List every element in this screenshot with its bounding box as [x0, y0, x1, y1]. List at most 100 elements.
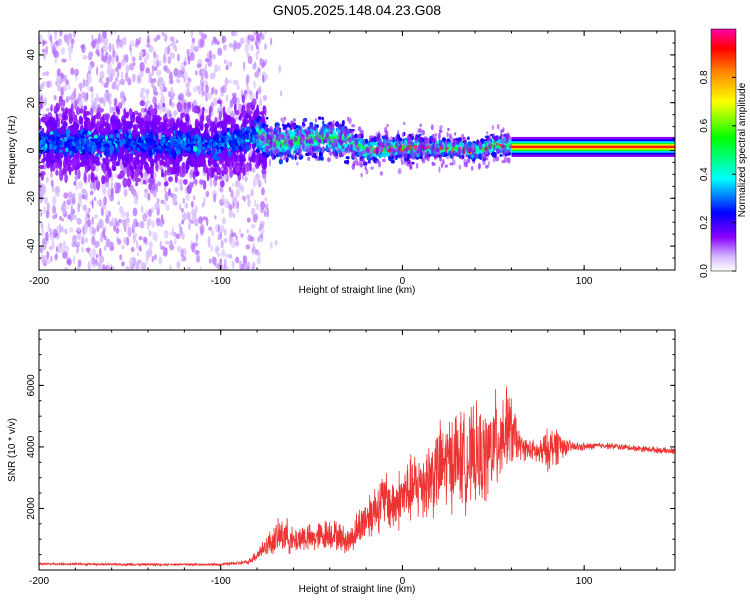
heatmap-cell	[123, 188, 128, 197]
heatmap-cell	[221, 248, 226, 257]
heatmap-cell	[212, 256, 217, 266]
heatmap-cell	[153, 254, 157, 261]
heatmap-cell	[129, 257, 134, 267]
heatmap-cell	[88, 51, 93, 61]
heatmap-cell	[142, 179, 147, 185]
heatmap-cell	[89, 252, 92, 258]
heatmap-cell	[120, 71, 124, 80]
heatmap-cell	[207, 159, 211, 164]
heatmap-cell	[124, 143, 129, 149]
heatmap-cell	[49, 227, 52, 238]
heatmap-cell	[232, 200, 235, 209]
heatmap-cell	[65, 95, 70, 103]
heatmap-cell	[154, 144, 158, 149]
heatmap-cell	[46, 250, 50, 260]
heatmap-cell	[143, 192, 149, 199]
heatmap-cell	[278, 64, 282, 74]
heatmap-cell	[185, 113, 190, 123]
heatmap-cell	[89, 86, 94, 93]
heatmap-cell	[314, 141, 319, 145]
heatmap-cell	[193, 46, 199, 53]
heatmap-cell	[133, 110, 139, 116]
heatmap-cell	[232, 182, 235, 188]
heatmap-cell	[174, 187, 179, 192]
heatmap-cell	[57, 244, 63, 254]
heatmap-cell	[270, 37, 273, 46]
heatmap-cell	[140, 205, 144, 213]
heatmap-cell	[42, 237, 47, 245]
heatmap-cell	[245, 145, 250, 152]
heatmap-cell	[372, 155, 376, 162]
heatmap-cell	[160, 214, 164, 222]
heatmap-cell	[115, 161, 120, 167]
heatmap-cell	[108, 97, 112, 107]
heatmap-cell	[105, 150, 110, 157]
heatmap-cell	[163, 55, 167, 64]
heatmap-cell	[52, 44, 56, 51]
heatmap-cell	[128, 111, 133, 116]
heatmap-cell	[254, 200, 257, 207]
heatmap-cell	[231, 118, 236, 127]
heatmap-cell	[235, 256, 240, 264]
heatmap-cell	[161, 31, 165, 37]
heatmap-cell	[169, 98, 172, 106]
heatmap-cell	[167, 107, 170, 118]
heatmap-cell	[91, 39, 96, 49]
heatmap-cell	[408, 144, 411, 151]
heatmap-cell	[259, 234, 264, 239]
heatmap-cell	[200, 226, 204, 236]
heatmap-cell	[151, 255, 154, 263]
heatmap-cell	[80, 138, 84, 144]
heatmap-cell	[223, 198, 229, 209]
heatmap-cell	[119, 78, 125, 86]
heatmap-cell	[90, 172, 95, 183]
heatmap-cell	[266, 116, 269, 120]
heatmap-cell	[214, 64, 219, 73]
heatmap-cell	[152, 115, 158, 124]
heatmap-cell	[246, 126, 250, 132]
heatmap-cell	[220, 86, 225, 93]
heatmap-cell	[217, 224, 220, 234]
heatmap-cell	[257, 179, 262, 188]
heatmap-cell	[48, 143, 53, 151]
heatmap-cell	[221, 193, 225, 204]
heatmap-cell	[209, 126, 215, 133]
heatmap-cell	[175, 39, 179, 44]
heatmap-cell	[123, 108, 126, 117]
figure-title: GN05.2025.148.04.23.G08	[273, 2, 441, 18]
heatmap-cell	[153, 158, 157, 163]
heatmap-cell	[62, 240, 66, 251]
heatmap-cell	[39, 178, 42, 188]
heatmap-cell	[168, 239, 174, 249]
heatmap-cell	[47, 222, 50, 233]
heatmap-cell	[223, 264, 226, 270]
heatmap-cell	[174, 45, 177, 53]
heatmap-cell	[481, 143, 486, 148]
heatmap-cell	[215, 245, 220, 253]
heatmap-cell	[218, 110, 222, 121]
heatmap-cell	[104, 82, 109, 87]
heatmap-cell	[115, 182, 121, 190]
heatmap-cell	[244, 119, 250, 125]
heatmap-cell	[247, 55, 253, 65]
heatmap-cell	[100, 64, 104, 69]
heatmap-cell	[96, 224, 100, 233]
heatmap-cell	[115, 227, 120, 234]
heatmap-cell	[223, 167, 227, 175]
heatmap-cell	[137, 252, 140, 257]
heatmap-cell	[76, 241, 81, 246]
heatmap-cell	[188, 223, 192, 231]
heatmap-cell	[156, 181, 162, 187]
heatmap-cell	[78, 115, 83, 125]
heatmap-cell	[163, 230, 169, 239]
heatmap-cell	[251, 152, 256, 163]
heatmap-cell	[155, 162, 159, 172]
heatmap-cell	[269, 158, 271, 167]
heatmap-cell	[84, 237, 89, 243]
heatmap-cell	[225, 149, 228, 161]
heatmap-cell	[214, 89, 218, 95]
heatmap-cell	[91, 34, 94, 40]
heatmap-cell	[74, 175, 78, 181]
heatmap-cell	[177, 158, 180, 166]
heatmap-cell	[198, 136, 202, 143]
